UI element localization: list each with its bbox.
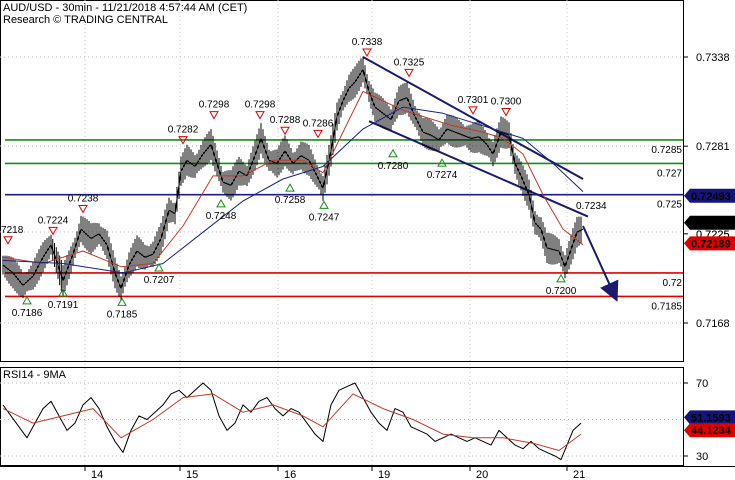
swing-low-label: 0.7280	[378, 161, 409, 172]
swing-high-marker	[404, 68, 414, 78]
swing-high-label: 0.7298	[245, 100, 276, 111]
swing-high-marker	[48, 226, 58, 236]
rsi-badge	[684, 423, 735, 438]
swing-low-marker	[216, 198, 226, 208]
swing-high-marker	[3, 236, 13, 245]
rsi-badge-label: 44.1234	[691, 425, 732, 437]
level-label-0.725: 0.725	[657, 200, 682, 211]
swing-low-marker	[154, 262, 164, 272]
price-close-line	[2, 68, 584, 290]
swing-low-marker	[437, 158, 447, 167]
rsi-badge	[684, 410, 735, 425]
ma-fast-line	[2, 90, 584, 268]
rsi-badge-label: 51.1593	[691, 412, 731, 424]
time-axis-label: 15	[186, 469, 198, 480]
rsi-line	[2, 382, 582, 461]
price-badge-label: 0.72493	[691, 191, 731, 203]
price-axis-label: 0.7338	[696, 52, 730, 64]
time-axis-label: 21	[573, 469, 585, 480]
swing-high-label: 0.7338	[352, 37, 383, 48]
level-label-0.7285: 0.7285	[651, 145, 682, 156]
swing-high-marker	[468, 106, 478, 115]
swing-high-label: 0.7288	[270, 115, 301, 126]
time-axis-label: 19	[378, 469, 390, 480]
swing-markers: 0.7218 0.7224 0.7238 0.7282 0.7298 0.7298 0.72…	[0, 37, 607, 320]
price-badge	[684, 215, 735, 230]
swing-high-label: 0.7218	[0, 225, 24, 236]
axes: 0.73380.72810.72250.71680.724930.723210.…	[84, 52, 735, 480]
rsi-ma-line	[2, 393, 582, 451]
price-badge-label: 0.72321	[691, 218, 731, 230]
swing-low-label: 0.7185	[107, 309, 138, 320]
price-badge	[684, 188, 735, 203]
swing-low-marker	[388, 148, 398, 158]
swing-low-marker	[556, 273, 566, 283]
channel-line-1	[368, 120, 589, 218]
ma-slow-line	[2, 106, 584, 274]
price-panel-frame	[0, 0, 684, 362]
swing-high-marker	[501, 107, 511, 117]
swing-high-label: 0.7301	[458, 95, 489, 106]
level-label-0.727: 0.727	[657, 168, 682, 179]
panel-frames	[0, 0, 735, 467]
rsi-axis-label: 30	[696, 451, 708, 463]
swing-low-label: 0.7247	[309, 212, 340, 223]
swing-low-marker	[58, 288, 68, 297]
swing-low-marker	[319, 200, 329, 209]
swing-high-label: 0.7325	[394, 57, 425, 68]
swing-high-label: 0.7300	[491, 96, 522, 107]
swing-low-marker	[285, 183, 295, 192]
swing-low-label: 0.7191	[48, 300, 79, 311]
swing-low-label: 0.7274	[427, 170, 458, 181]
swing-high-marker	[255, 111, 265, 120]
price-axis-label: 0.7168	[696, 318, 730, 330]
swing-high-marker	[362, 48, 372, 58]
price-axis-label: 0.7281	[696, 141, 730, 153]
level-label-0.72: 0.72	[663, 278, 683, 289]
level-value-label: 0.7234	[576, 201, 607, 212]
price-series	[2, 56, 584, 301]
horizontal-levels: 0.7285 0.727 0.725 0.72 0.7185	[5, 56, 683, 312]
swing-high-label: 0.7224	[38, 215, 69, 226]
chart-title: AUD/USD - 30min - 11/21/2018 4:57:44 AM …	[3, 2, 247, 14]
forecast-arrow	[582, 225, 619, 302]
channel-line-0	[362, 56, 584, 180]
swing-high-label: 0.7298	[199, 100, 230, 111]
swing-low-label: 0.7186	[12, 308, 43, 319]
swing-high-label: 0.7282	[168, 125, 199, 136]
level-label-0.7185: 0.7185	[651, 301, 682, 312]
swing-low-label: 0.7200	[546, 286, 577, 297]
rsi-panel-frame	[0, 367, 684, 466]
time-axis-label: 20	[476, 469, 488, 480]
swing-high-label: 0.7238	[68, 193, 99, 204]
rsi-panel-title: RSI14 - 9MA	[3, 369, 67, 381]
swing-high-marker	[78, 204, 88, 214]
swing-high-marker	[209, 111, 219, 120]
swing-low-marker	[22, 295, 32, 305]
rsi-axis-label: 70	[696, 378, 708, 390]
chart-subtitle: Research © TRADING CENTRAL	[3, 14, 168, 26]
price-badge	[684, 236, 735, 251]
swing-high-marker	[178, 136, 188, 145]
swing-low-label: 0.7258	[275, 195, 306, 206]
price-badge-label: 0.72189	[691, 238, 731, 250]
swing-low-marker	[117, 297, 127, 306]
time-axis-label: 14	[91, 469, 103, 480]
swing-high-label: 0.7286	[303, 118, 334, 129]
rsi-series	[2, 382, 582, 461]
swing-high-marker	[313, 129, 323, 139]
swing-high-marker	[280, 126, 290, 136]
time-axis-label: 16	[284, 469, 296, 480]
swing-low-label: 0.7248	[206, 211, 237, 222]
swing-low-label: 0.7207	[144, 275, 175, 286]
